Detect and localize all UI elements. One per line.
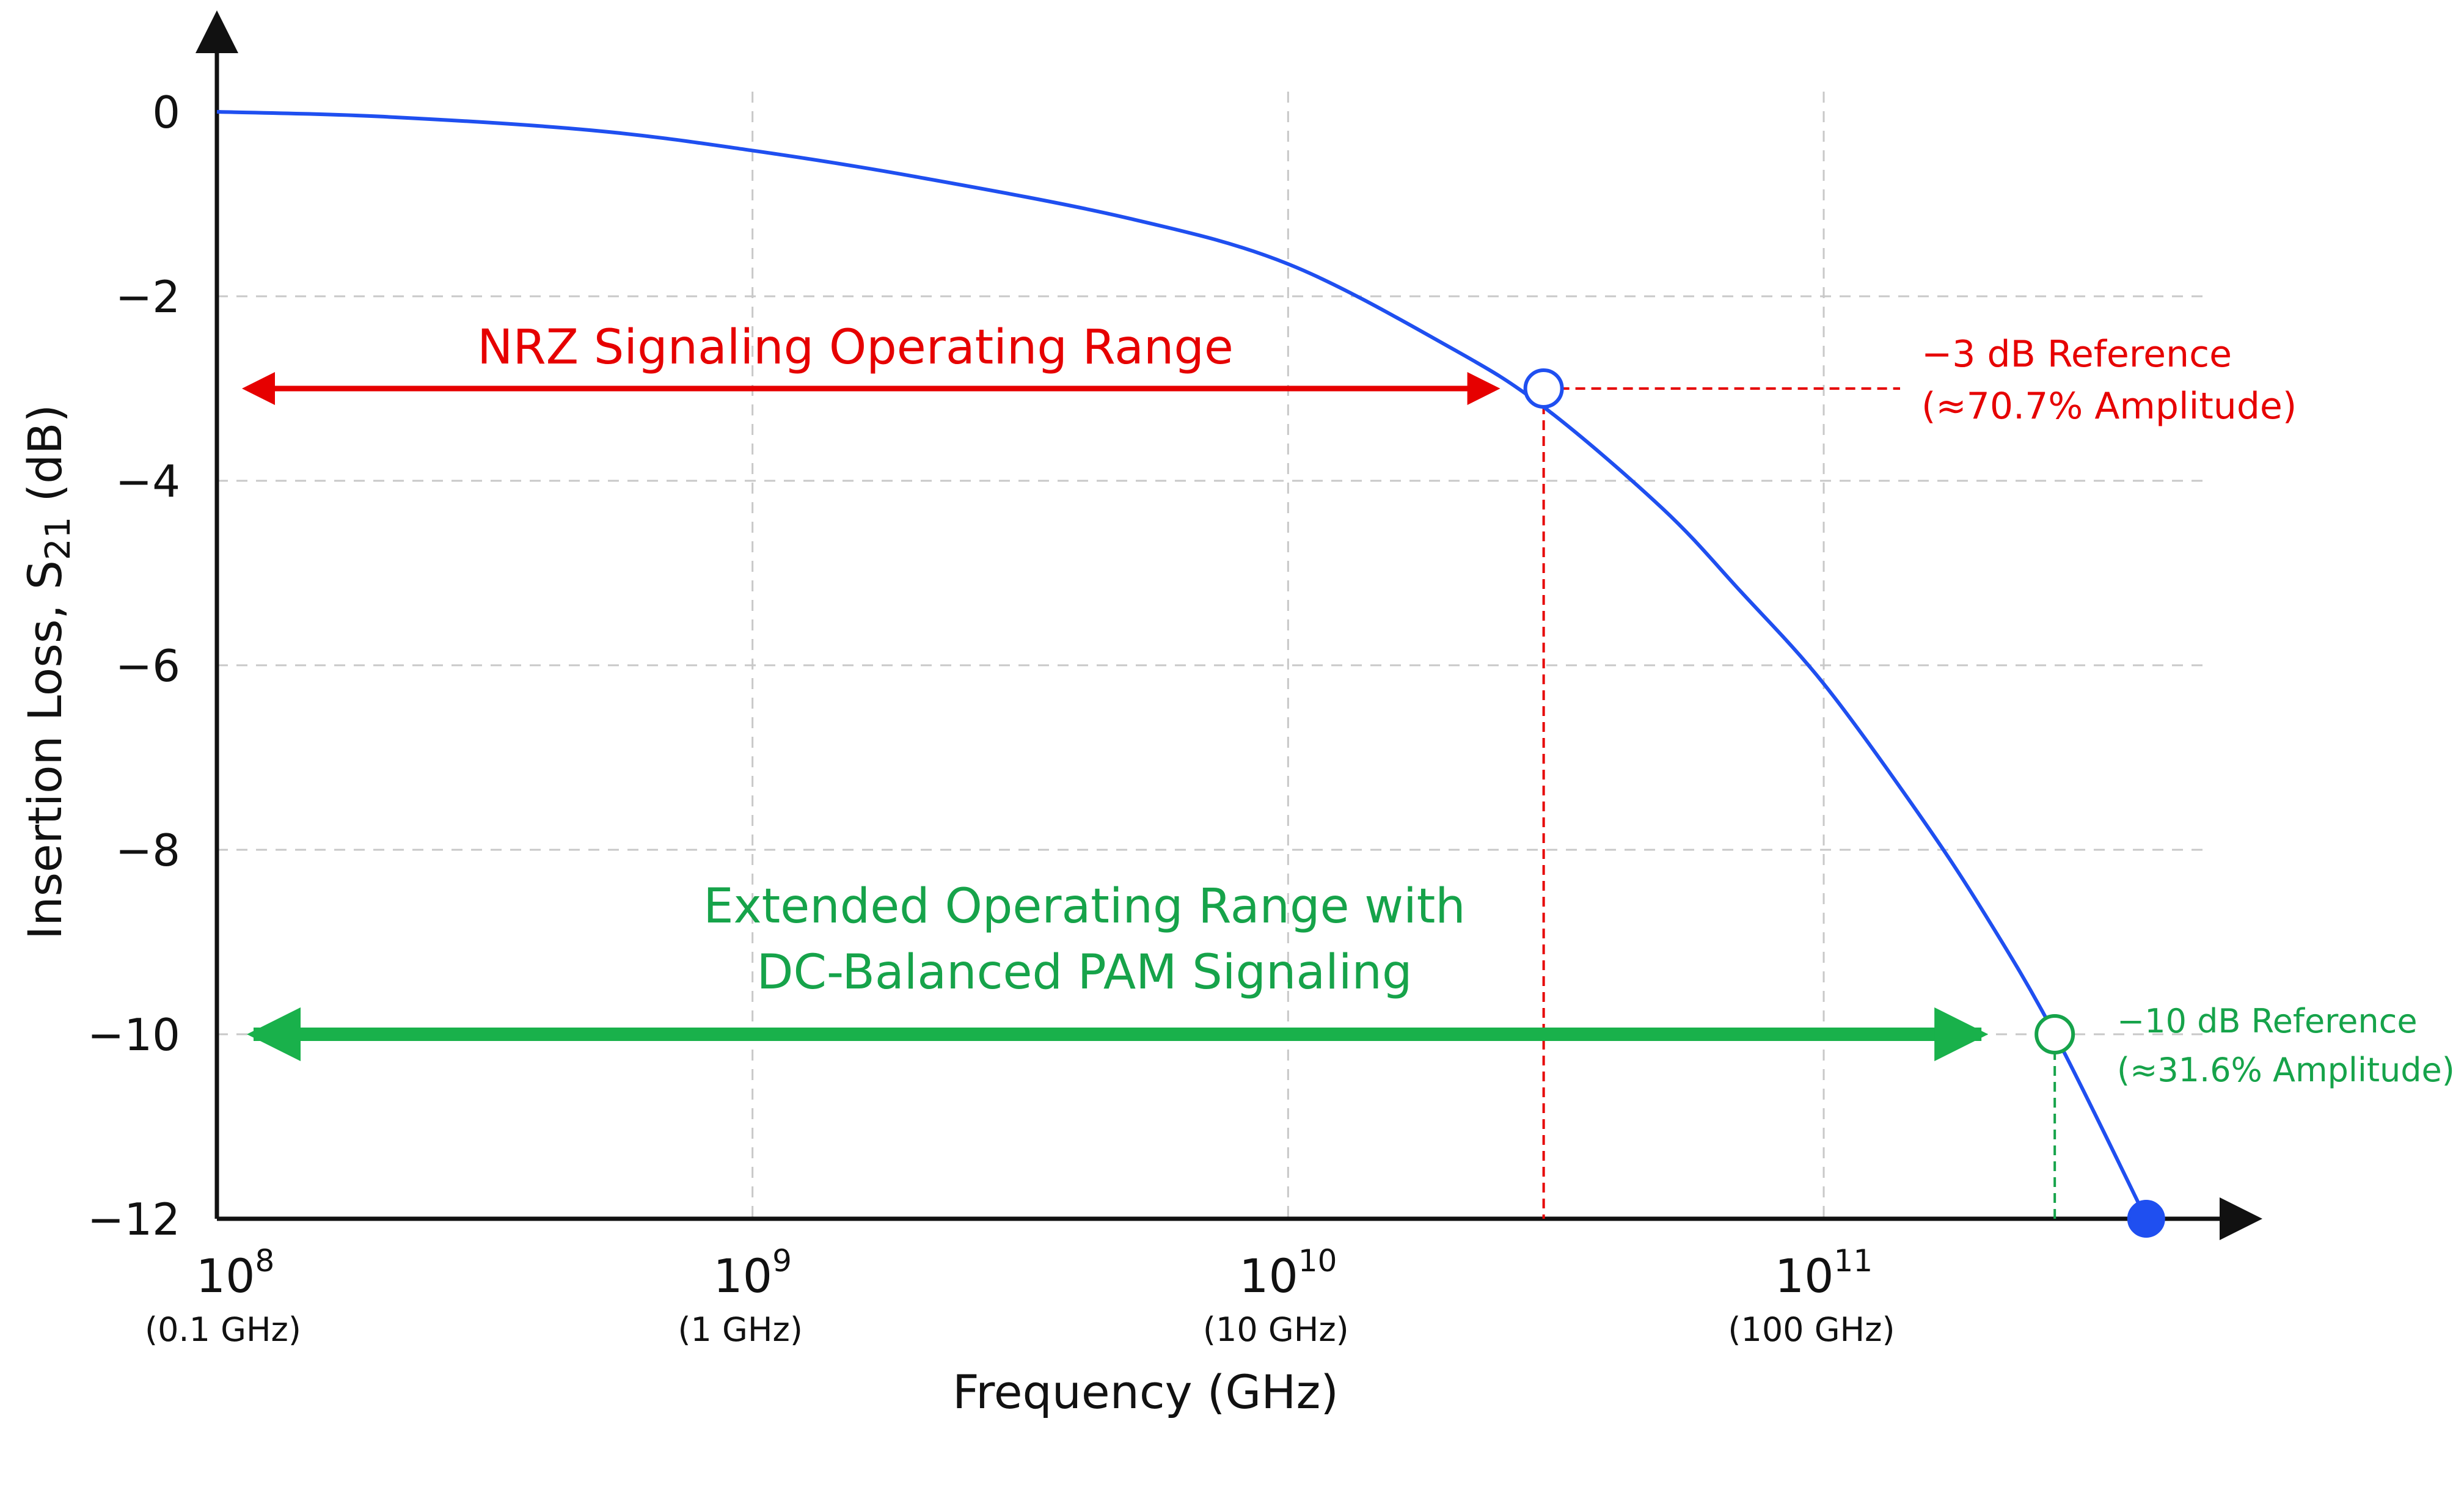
x-tick-label: 1010 <box>1239 1243 1337 1303</box>
x-tick-sublabel: (0.1 GHz) <box>145 1310 301 1349</box>
y-tick-label: −2 <box>115 271 180 323</box>
nrz-range-label: NRZ Signaling Operating Range <box>477 320 1234 375</box>
y-tick-labels: 0 −2 −4 −6 −8 −10 −12 <box>87 87 180 1245</box>
grid-lines <box>217 92 2206 1219</box>
ref-3db-label-line2: (≈70.7% Amplitude) <box>1921 385 2297 428</box>
ref-3db-label-line1: −3 dB Reference <box>1921 333 2232 376</box>
x-tick-sublabel: (10 GHz) <box>1203 1310 1349 1349</box>
reference-point-marker <box>1523 368 1564 409</box>
curve-markers <box>1523 368 2165 1238</box>
y-tick-label: −4 <box>115 456 180 507</box>
ref-10db-label-line1: −10 dB Reference <box>2117 1002 2418 1040</box>
x-tick-sublabel: (100 GHz) <box>1728 1310 1895 1349</box>
y-tick-label: 0 <box>152 87 180 138</box>
x-tick-label: 108 <box>196 1243 275 1303</box>
x-tick-labels: 108 (0.1 GHz) 109 (1 GHz) 1010 (10 GHz) 1011 (1… <box>145 1243 1895 1349</box>
x-tick-label: 1011 <box>1775 1243 1873 1303</box>
ref-10db-label-line2: (≈31.6% Amplitude) <box>2117 1051 2453 1089</box>
reference-point-marker <box>2034 1014 2075 1054</box>
y-tick-label: −6 <box>115 640 180 692</box>
y-tick-label: −8 <box>115 825 180 876</box>
x-axis-title: Frequency (GHz) <box>952 1365 1339 1419</box>
y-tick-label: −10 <box>87 1009 180 1061</box>
reference-lines <box>1542 387 2056 1219</box>
y-tick-label: −12 <box>87 1194 180 1245</box>
pam-range-label-line1: Extended Operating Range with <box>703 879 1466 934</box>
insertion-loss-curve <box>216 110 2148 1220</box>
y-axis-title: Insertion Loss, S21 (dB) <box>18 404 78 940</box>
x-tick-label: 109 <box>713 1243 792 1303</box>
pam-range-label-line2: DC-Balanced PAM Signaling <box>757 945 1413 1000</box>
endpoint-marker <box>2127 1200 2165 1238</box>
x-tick-sublabel: (1 GHz) <box>678 1310 802 1349</box>
